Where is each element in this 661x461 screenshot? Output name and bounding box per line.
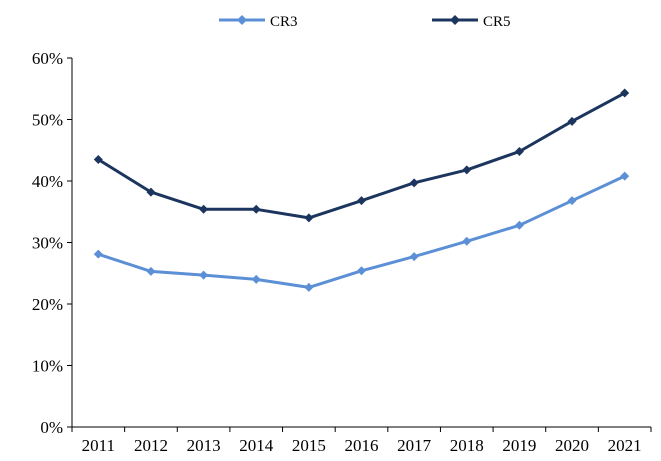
data-point-cr5 [620,88,630,98]
data-point-cr3 [514,220,524,230]
legend-label-cr3: CR3 [270,14,298,30]
data-point-cr3 [357,266,366,276]
x-tick-label: 2019 [502,436,536,455]
legend: CR3 CR5 [219,14,511,30]
data-point-cr5 [357,196,366,206]
data-point-cr5 [93,154,103,164]
data-point-cr5 [146,187,156,197]
legend-item-cr3: CR3 [219,14,298,30]
data-point-cr3 [251,274,261,284]
data-point-cr5 [199,204,209,214]
data-point-cr5 [409,178,419,188]
data-point-cr3 [304,282,314,292]
data-point-cr3 [462,236,472,246]
x-tick-label: 2018 [450,436,484,455]
data-point-cr5 [514,146,524,156]
data-point-cr5 [567,116,577,126]
data-point-cr5 [304,213,314,223]
legend-label-cr5: CR5 [483,14,511,30]
x-tick-label: 2021 [608,436,642,455]
x-tick-label: 2016 [345,436,379,455]
data-point-cr3 [620,171,630,181]
y-tick-label: 0% [40,418,63,437]
series-group [93,88,630,292]
y-tick-label: 30% [32,234,63,253]
data-point-cr5 [462,165,472,175]
y-tick-label: 20% [32,295,63,314]
x-tick-label: 2012 [134,436,168,455]
axes: 0% 10% 20% 30% 40% 50% 60% 2011 2012 2013 2014 2015… [32,49,652,455]
y-tick-label: 10% [32,357,63,376]
data-point-cr3 [409,252,419,262]
data-point-cr3 [567,196,577,206]
y-tick-label: 40% [32,172,63,191]
data-point-cr3 [146,266,156,276]
x-tick-label: 2011 [82,436,115,455]
legend-marker-cr5 [450,15,460,25]
y-tick-label: 50% [32,111,63,130]
data-point-cr3 [93,249,103,259]
y-tick-label: 60% [32,49,63,68]
x-tick-label: 2015 [292,436,326,455]
data-point-cr3 [199,270,209,280]
x-tick-label: 2013 [187,436,221,455]
data-point-cr5 [251,204,261,214]
x-tick-label: 2014 [239,436,274,455]
legend-item-cr5: CR5 [432,14,511,30]
x-tick-label: 2020 [555,436,589,455]
x-tick-label: 2017 [397,436,432,455]
legend-marker-cr3 [237,15,247,25]
